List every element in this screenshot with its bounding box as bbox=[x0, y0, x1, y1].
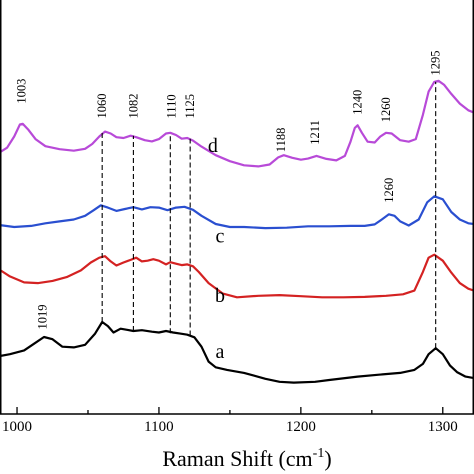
x-tick-label: 1100 bbox=[144, 419, 173, 435]
peak-label: 1240 bbox=[351, 90, 365, 115]
peak-guide-lines bbox=[101, 81, 437, 349]
peak-label: 1260 bbox=[382, 178, 396, 203]
series-line-c bbox=[0, 195, 474, 230]
peak-label: 1295 bbox=[429, 51, 443, 76]
x-axis-title-main: Raman Shift (cm bbox=[162, 446, 312, 471]
peak-label: 1260 bbox=[379, 97, 393, 122]
series-line-d bbox=[0, 79, 474, 168]
curve-label-a: a bbox=[216, 341, 225, 363]
x-axis-title: Raman Shift (cm-1) bbox=[162, 446, 331, 471]
curve-labels: a b c d bbox=[208, 135, 225, 363]
peak-label: 1082 bbox=[126, 94, 140, 119]
x-tick-label: 1000 bbox=[2, 419, 32, 435]
x-axis-title-superscript: -1 bbox=[313, 446, 325, 461]
peak-label: 1211 bbox=[308, 120, 322, 145]
peak-label: 1019 bbox=[36, 305, 50, 330]
peak-label: 1003 bbox=[14, 79, 28, 104]
curve-label-c: c bbox=[216, 226, 225, 248]
series-line-b bbox=[0, 253, 474, 299]
peak-label: 1110 bbox=[165, 94, 179, 118]
x-axis: 1000 1100 1200 1300 bbox=[0, 0, 474, 435]
series-lines bbox=[0, 79, 474, 384]
curve-label-b: b bbox=[215, 285, 225, 307]
x-tick-label: 1200 bbox=[286, 419, 316, 435]
x-tick-label: 1300 bbox=[428, 419, 458, 435]
x-axis-title-close: ) bbox=[324, 446, 331, 471]
series-line-a bbox=[0, 320, 474, 384]
peak-label: 1125 bbox=[183, 94, 197, 119]
peak-labels: 1003 1060 1082 1110 1125 1188 1211 1240 1260 1295… bbox=[14, 51, 442, 330]
peak-label: 1188 bbox=[274, 128, 288, 153]
peak-label: 1060 bbox=[95, 94, 109, 119]
curve-label-d: d bbox=[208, 135, 218, 157]
